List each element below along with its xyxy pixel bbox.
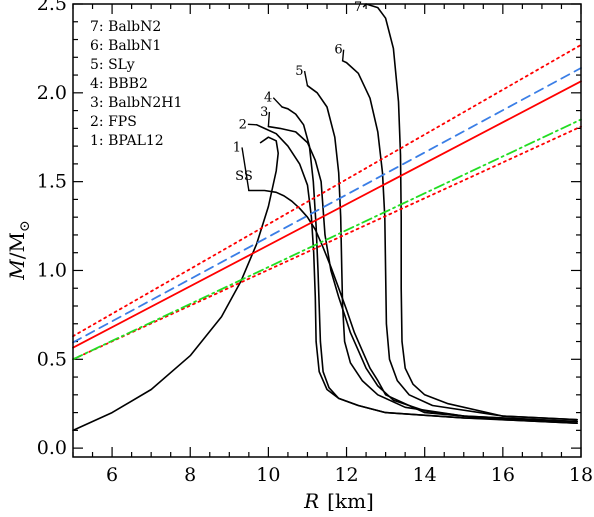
curve-5 — [306, 84, 578, 423]
legend-entry-6: 6: BalbN1 — [90, 38, 161, 54]
curve-label-leader — [272, 97, 283, 108]
plot-frame — [72, 3, 582, 458]
curve-7 — [365, 3, 578, 421]
legend-entry-3: 3: BalbN2H1 — [90, 95, 182, 111]
curve-label-ss: SS — [235, 169, 253, 184]
curve-label-leader — [241, 147, 250, 191]
x-tick-label: 16 — [491, 464, 515, 486]
curve-label-3: 3 — [260, 105, 268, 120]
y-tick-label: 2.0 — [37, 82, 67, 104]
y-tick-label: 0.0 — [37, 437, 67, 459]
curve-2 — [255, 124, 578, 424]
curve-4 — [281, 106, 578, 423]
curve-6 — [341, 60, 578, 421]
y-tick-label: 0.5 — [37, 348, 67, 370]
legend-entry-1: 1: BPAL12 — [90, 133, 164, 149]
curve-label-leader — [362, 3, 367, 8]
curve-label-6: 6 — [334, 43, 342, 58]
y-tick-label: 2.5 — [37, 0, 67, 15]
legend-entry-5: 5: SLy — [90, 57, 135, 73]
curve-label-leader — [303, 70, 309, 86]
curves — [72, 3, 582, 432]
tick-marks — [72, 3, 582, 457]
constraint-line-22dd22 — [72, 118, 582, 361]
x-axis-title: R [km] — [303, 489, 374, 513]
constraint-line-ff0000 — [72, 44, 582, 338]
curve-label-5: 5 — [295, 64, 303, 79]
y-axis-sun-symbol: ⊙ — [17, 220, 33, 232]
curve-label-leader — [267, 111, 271, 127]
curve-label-1: 1 — [233, 140, 241, 155]
legend-entry-4: 4: BBB2 — [90, 76, 148, 92]
y-axis-mass: M — [5, 259, 29, 281]
x-tick-label: 18 — [569, 464, 593, 486]
curve-label-4: 4 — [264, 91, 272, 106]
curve-ss — [72, 136, 279, 432]
curve-label-2: 2 — [239, 117, 247, 132]
y-tick-label: 1.0 — [37, 259, 67, 281]
legend: 7: BalbN2 6: BalbN1 5: SLy 4: BBB2 3: Ba… — [90, 19, 182, 149]
curve-label-leader — [341, 49, 345, 61]
constraint-line-ff0000 — [72, 80, 582, 349]
x-tick-label: 8 — [184, 464, 196, 486]
y-axis-title: M/M⊙ — [5, 220, 33, 280]
x-tick-label: 14 — [413, 464, 437, 486]
y-tick-label: 1.5 — [37, 171, 67, 193]
legend-entry-7: 7: BalbN2 — [90, 19, 161, 35]
curve-1 — [248, 189, 578, 424]
x-axis-unit: [km] — [327, 489, 374, 513]
x-tick-label: 6 — [106, 464, 118, 486]
x-axis-variable: R — [303, 489, 319, 513]
y-axis-solar-mass: M — [5, 232, 29, 252]
curve-3 — [267, 125, 578, 423]
x-tick-label: 10 — [256, 464, 280, 486]
x-tick-label: 12 — [334, 464, 358, 486]
y-axis-slash: / — [5, 252, 29, 259]
curve-label-7: 7 — [354, 0, 362, 15]
legend-entry-2: 2: FPS — [90, 114, 137, 130]
constraint-line-3a7ee6 — [72, 67, 582, 344]
